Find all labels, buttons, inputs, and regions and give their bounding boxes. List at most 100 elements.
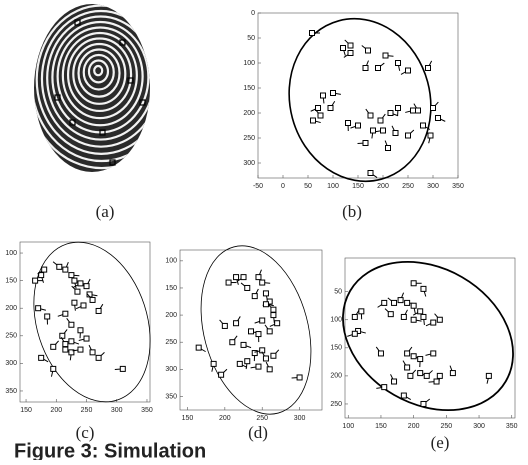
minutia bbox=[36, 306, 41, 311]
minutia bbox=[421, 286, 426, 291]
panel-label: (a) bbox=[96, 202, 115, 221]
minutia bbox=[392, 300, 397, 305]
y-tick-label: 200 bbox=[330, 373, 342, 380]
minutia bbox=[331, 91, 336, 96]
y-tick-label: 200 bbox=[5, 305, 17, 312]
minutia bbox=[75, 289, 80, 294]
y-tick-label: 150 bbox=[243, 85, 255, 92]
minutia bbox=[256, 364, 261, 369]
minutia bbox=[348, 43, 353, 48]
minutia bbox=[78, 281, 83, 286]
y-tick-label: 100 bbox=[330, 317, 342, 324]
minutia bbox=[436, 116, 441, 121]
minutia bbox=[386, 146, 391, 151]
minutia bbox=[90, 297, 95, 302]
minutia bbox=[382, 300, 387, 305]
caption: Figure 3: Simulation bbox=[14, 440, 206, 460]
minutia bbox=[411, 281, 416, 286]
minutia bbox=[428, 133, 433, 138]
minutia bbox=[241, 275, 246, 280]
minutia bbox=[263, 291, 268, 296]
y-tick-label: 250 bbox=[243, 135, 255, 142]
minutia bbox=[271, 353, 276, 358]
minutia bbox=[310, 31, 315, 36]
minutia bbox=[381, 128, 386, 133]
y-tick-label: 300 bbox=[165, 366, 177, 373]
minutia bbox=[318, 113, 323, 118]
minutia bbox=[57, 264, 62, 269]
minutia bbox=[356, 123, 361, 128]
minutia bbox=[81, 303, 86, 308]
minutia bbox=[42, 267, 47, 272]
y-tick-label: 350 bbox=[165, 393, 177, 400]
minutia bbox=[196, 345, 201, 350]
x-tick-label: 200 bbox=[50, 407, 62, 414]
minutia bbox=[63, 267, 68, 272]
minutia bbox=[426, 66, 431, 71]
minutia bbox=[222, 323, 227, 328]
minutia bbox=[211, 361, 216, 366]
x-tick-label: 200 bbox=[219, 415, 231, 422]
x-tick-label: 200 bbox=[408, 423, 420, 430]
minutia bbox=[382, 385, 387, 390]
minutia bbox=[396, 106, 401, 111]
minutia bbox=[51, 366, 56, 371]
minutia bbox=[321, 93, 326, 98]
minutia bbox=[341, 46, 346, 51]
y-tick-label: 250 bbox=[165, 339, 177, 346]
y-tick-label: 150 bbox=[165, 285, 177, 292]
minutia bbox=[78, 347, 83, 352]
minutia bbox=[411, 317, 416, 322]
minutia bbox=[363, 66, 368, 71]
y-tick-label: 100 bbox=[243, 60, 255, 67]
minutia bbox=[256, 275, 261, 280]
minutia bbox=[388, 312, 393, 317]
x-tick-label: 350 bbox=[506, 423, 518, 430]
minutia bbox=[396, 61, 401, 66]
x-tick-label: 250 bbox=[441, 423, 453, 430]
minutia bbox=[260, 280, 265, 285]
minutia bbox=[33, 278, 38, 283]
minutia bbox=[39, 355, 44, 360]
minutia bbox=[368, 171, 373, 176]
minutia bbox=[96, 355, 101, 360]
minutia bbox=[63, 342, 68, 347]
minutia bbox=[69, 322, 74, 327]
x-tick-label: 0 bbox=[281, 183, 285, 190]
minutia bbox=[421, 123, 426, 128]
minutia bbox=[418, 357, 423, 362]
minutia bbox=[45, 314, 50, 319]
x-tick-label: 350 bbox=[141, 407, 153, 414]
y-tick-label: 150 bbox=[330, 345, 342, 352]
panel-label: (c) bbox=[76, 423, 95, 442]
minutia bbox=[245, 359, 250, 364]
minutia bbox=[241, 342, 246, 347]
minutia bbox=[359, 309, 364, 314]
minutia bbox=[352, 314, 357, 319]
panel-label: (d) bbox=[248, 423, 268, 442]
minutia bbox=[437, 373, 442, 378]
minutia bbox=[411, 108, 416, 113]
x-tick-label: 300 bbox=[294, 415, 306, 422]
minutia bbox=[376, 66, 381, 71]
y-tick-label: 250 bbox=[330, 401, 342, 408]
minutia bbox=[230, 340, 235, 345]
fingerprint-image bbox=[0, 0, 212, 211]
minutia bbox=[486, 373, 491, 378]
x-tick-label: 300 bbox=[427, 183, 439, 190]
minutia bbox=[234, 321, 239, 326]
minutia bbox=[316, 106, 321, 111]
minutia bbox=[388, 111, 393, 116]
minutia bbox=[311, 118, 316, 123]
minutia bbox=[437, 317, 442, 322]
minutia bbox=[63, 311, 68, 316]
minutia bbox=[348, 51, 353, 56]
minutia bbox=[431, 351, 436, 356]
minutia bbox=[392, 379, 397, 384]
minutia bbox=[297, 375, 302, 380]
minutia bbox=[378, 351, 383, 356]
minutia bbox=[226, 280, 231, 285]
minutia bbox=[328, 106, 333, 111]
y-tick-label: 100 bbox=[5, 250, 17, 257]
minutia bbox=[431, 106, 436, 111]
